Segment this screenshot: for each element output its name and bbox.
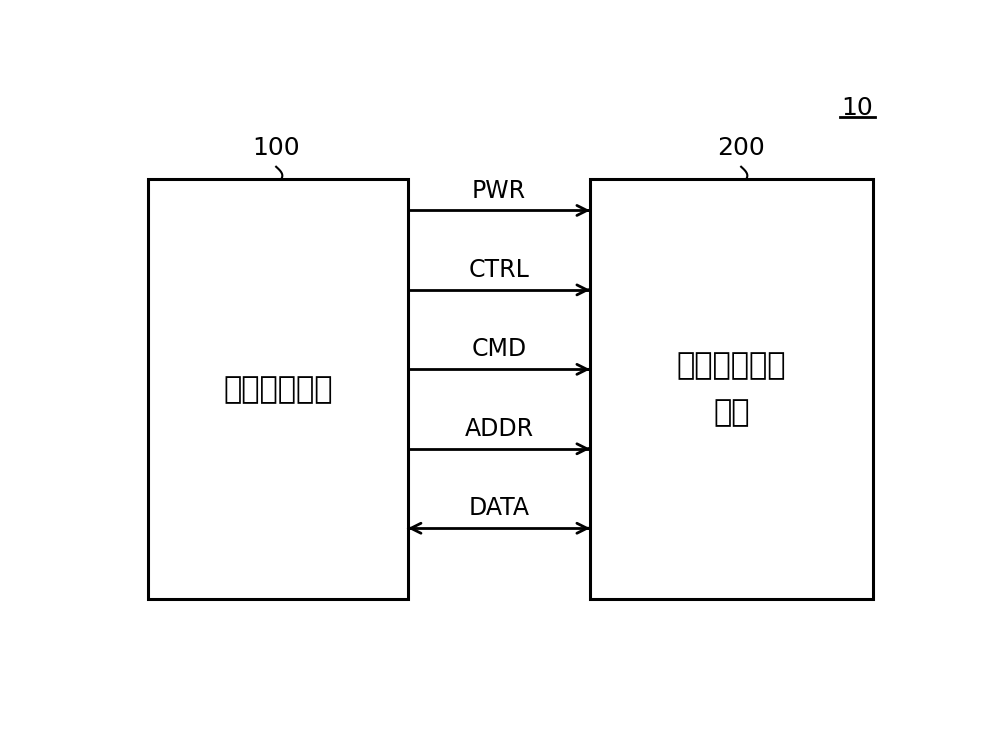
Text: DATA: DATA xyxy=(468,497,529,520)
Bar xyxy=(148,179,408,599)
Text: 10: 10 xyxy=(842,97,873,120)
Text: PWR: PWR xyxy=(472,178,526,203)
Text: CTRL: CTRL xyxy=(468,258,529,282)
Text: 100: 100 xyxy=(252,136,300,160)
Text: 存储器控制器: 存储器控制器 xyxy=(223,374,333,404)
Text: 半导体存储器
装置: 半导体存储器 装置 xyxy=(677,351,786,427)
Bar xyxy=(590,179,873,599)
Text: 200: 200 xyxy=(717,136,765,160)
Text: CMD: CMD xyxy=(471,338,526,361)
Text: ADDR: ADDR xyxy=(464,417,534,441)
